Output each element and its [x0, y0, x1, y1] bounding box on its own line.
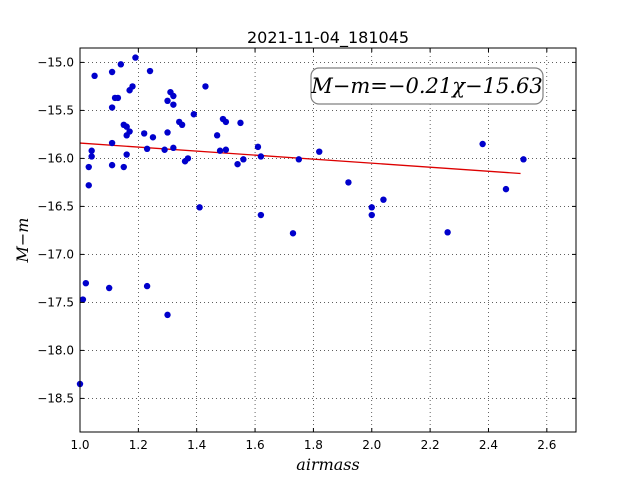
data-point — [222, 146, 230, 153]
y-tick-label: −15.0 — [37, 55, 74, 69]
data-point — [105, 284, 113, 292]
data-point — [170, 92, 177, 100]
data-point — [164, 97, 171, 105]
data-point — [143, 282, 151, 290]
data-point — [82, 280, 90, 287]
axis-ticks: 1.0 1.2 1.4 1.6 1.8 2.0 2.2 2.4 2.6 −15.0 −15.5 −16… — [37, 48, 576, 452]
data-point — [216, 147, 224, 154]
data-point — [178, 121, 186, 128]
x-tick-label: 2.2 — [421, 438, 440, 452]
data-point — [140, 130, 148, 137]
data-point — [368, 211, 375, 219]
data-point — [126, 128, 133, 135]
data-points — [76, 54, 527, 388]
annotation-text: M−m=−0.21χ−15.63 — [310, 74, 542, 98]
data-point — [196, 204, 203, 211]
data-point — [380, 196, 387, 203]
y-axis-label: M−m — [13, 218, 32, 264]
y-tick-label: −17.0 — [37, 247, 74, 261]
data-point — [289, 230, 297, 237]
y-tick-label: −18.0 — [37, 343, 74, 357]
chart-title: 2021-11-04_181045 — [247, 28, 409, 48]
data-point — [213, 132, 221, 139]
data-point — [368, 204, 375, 211]
data-point — [237, 119, 244, 127]
data-point — [164, 129, 171, 136]
x-tick-label: 1.8 — [304, 438, 323, 452]
x-tick-label: 2.4 — [479, 438, 498, 452]
data-point — [170, 144, 177, 152]
data-point — [345, 179, 352, 186]
data-point — [117, 61, 125, 68]
data-point — [295, 156, 303, 163]
data-point — [108, 104, 116, 111]
data-point — [88, 147, 95, 154]
y-tick-label: −16.5 — [37, 199, 74, 213]
x-tick-label: 1.6 — [246, 438, 265, 452]
data-point — [114, 94, 122, 102]
y-tick-label: −16.0 — [37, 151, 74, 165]
y-tick-label: −15.5 — [37, 103, 74, 117]
data-point — [120, 163, 127, 171]
x-tick-label: 1.4 — [187, 438, 206, 452]
data-point — [129, 83, 136, 90]
y-tick-label: −18.5 — [37, 391, 74, 405]
x-tick-label: 1.0 — [70, 438, 89, 452]
data-point — [88, 153, 95, 160]
data-point — [234, 160, 241, 168]
data-point — [170, 101, 177, 108]
data-point — [502, 185, 510, 193]
data-point — [149, 134, 157, 141]
grid — [79, 48, 576, 432]
data-point — [316, 148, 323, 155]
data-point — [161, 146, 168, 153]
data-point — [479, 140, 486, 148]
data-point — [222, 118, 230, 126]
data-point — [123, 151, 130, 158]
data-point — [108, 161, 116, 169]
data-point — [184, 155, 192, 162]
data-point — [146, 67, 154, 75]
data-point — [257, 211, 265, 219]
data-point — [240, 156, 247, 163]
x-tick-label: 2.0 — [362, 438, 381, 452]
data-point — [108, 68, 116, 76]
data-point — [132, 54, 139, 61]
data-point — [202, 83, 209, 90]
data-point — [520, 156, 527, 163]
data-point — [79, 296, 87, 303]
data-point — [164, 311, 171, 319]
data-point — [85, 163, 92, 171]
data-point — [123, 123, 130, 130]
data-point — [108, 139, 116, 147]
y-tick-label: −17.5 — [37, 295, 74, 309]
data-point — [143, 145, 151, 152]
data-point — [91, 72, 98, 80]
data-point — [257, 153, 265, 160]
plot-frame — [79, 47, 577, 433]
annotation-box — [310, 67, 544, 105]
x-tick-label: 2.6 — [537, 438, 556, 452]
x-tick-label: 1.2 — [129, 438, 148, 452]
data-point — [254, 143, 262, 151]
fit-annotation: M−m=−0.21χ−15.63 — [310, 67, 544, 105]
x-axis-label: airmass — [296, 455, 359, 474]
data-point — [85, 182, 92, 189]
data-point — [190, 111, 197, 118]
data-point — [444, 229, 451, 236]
